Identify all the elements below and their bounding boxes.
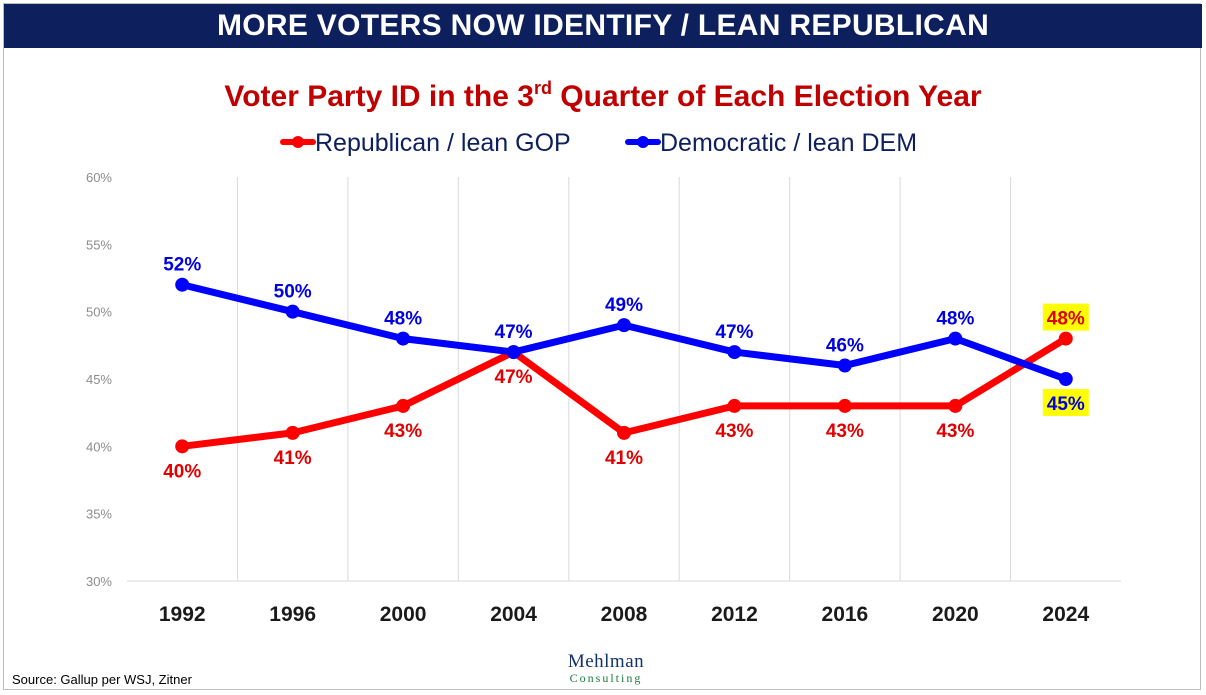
- mehlman-logo: Mehlman Consulting: [556, 652, 656, 685]
- y-tick-label: 45%: [86, 372, 112, 387]
- data-label: 41%: [274, 448, 312, 469]
- data-point: [948, 398, 963, 413]
- data-point: [506, 345, 521, 360]
- data-point: [727, 398, 742, 413]
- legend-entry: Republican / lean GOP: [315, 129, 571, 157]
- data-label: 50%: [274, 282, 312, 303]
- data-label: 48%: [936, 309, 974, 330]
- y-tick-label: 55%: [86, 237, 112, 252]
- data-point: [175, 277, 190, 292]
- series-group: [175, 277, 1073, 454]
- data-point: [727, 345, 742, 360]
- data-label: 52%: [163, 255, 201, 276]
- x-tick-label: 2024: [1042, 603, 1089, 626]
- chart-title-rest: Quarter of Each Election Year: [551, 80, 982, 113]
- x-tick-label: 2008: [601, 603, 648, 626]
- data-labels: 52% 40% 50% 41% 48% 43% 47% 47% 49% 41% 47% 43% 46% 4…: [163, 255, 1089, 482]
- data-label: 43%: [384, 421, 422, 442]
- y-tick-label: 50%: [86, 305, 112, 320]
- x-tick-label: 2004: [490, 603, 537, 626]
- chart-title: Voter Party ID in the 3rd Quarter of Eac…: [0, 78, 1206, 114]
- label-highlight: [1042, 303, 1089, 331]
- data-point: [617, 425, 631, 440]
- data-point: [396, 331, 411, 346]
- chart-frame: [3, 3, 1201, 690]
- x-axis: 1992 1996 2000 2004 2008 2012 2016 2020 2024: [159, 603, 1090, 626]
- legend-entry: Democratic / lean DEM: [660, 129, 917, 157]
- legend-swatch-marker: [292, 136, 304, 148]
- grid-lines: [127, 177, 1121, 582]
- y-tick-label: 60%: [86, 170, 112, 185]
- data-point: [285, 304, 300, 319]
- data-label: 43%: [826, 421, 864, 442]
- data-label: 47%: [495, 322, 533, 343]
- source-note: Source: Gallup per WSJ, Zitner: [12, 672, 192, 687]
- data-label: 40%: [163, 461, 201, 482]
- y-tick-label: 30%: [86, 574, 112, 589]
- data-label: 41%: [605, 448, 643, 469]
- label-highlight: [1042, 389, 1089, 416]
- logo-wordmark: Mehlman: [567, 651, 645, 672]
- y-axis: 30% 35% 40% 45% 50% 55% 60%: [86, 170, 112, 589]
- y-tick-label: 35%: [86, 507, 112, 522]
- data-point: [1058, 331, 1073, 346]
- data-point: [837, 398, 852, 413]
- chart-title-superscript: rd: [533, 78, 552, 98]
- data-label: 46%: [826, 336, 864, 357]
- x-tick-label: 1992: [159, 603, 206, 626]
- x-tick-label: 2000: [380, 603, 427, 626]
- headline-banner: MORE VOTERS NOW IDENTIFY / LEAN REPUBLIC…: [4, 4, 1202, 48]
- data-label: 43%: [715, 421, 753, 442]
- x-tick-label: 2012: [711, 603, 758, 626]
- data-label: 47%: [715, 322, 753, 343]
- data-label: 49%: [605, 295, 643, 316]
- data-point: [396, 398, 411, 413]
- data-point: [285, 425, 300, 440]
- data-point: [1058, 372, 1073, 386]
- legend: Republican / lean GOP Democratic / lean D…: [280, 129, 917, 157]
- data-point: [175, 439, 190, 454]
- chart-title-main: Voter Party ID in the 3: [224, 80, 534, 113]
- logo-subtitle: Consulting: [569, 671, 643, 685]
- x-tick-label: 2020: [932, 603, 979, 626]
- data-label: 45%: [1047, 394, 1085, 415]
- x-tick-label: 1996: [269, 603, 316, 626]
- x-tick-label: 2016: [822, 603, 869, 626]
- data-label: 47%: [495, 367, 533, 388]
- data-point: [837, 358, 852, 373]
- y-tick-label: 40%: [86, 439, 112, 454]
- data-label: 48%: [1047, 309, 1085, 330]
- data-label: 48%: [384, 309, 422, 330]
- data-point: [948, 331, 963, 346]
- legend-swatch-marker: [637, 136, 649, 148]
- data-label: 43%: [936, 421, 974, 442]
- data-point: [617, 318, 631, 333]
